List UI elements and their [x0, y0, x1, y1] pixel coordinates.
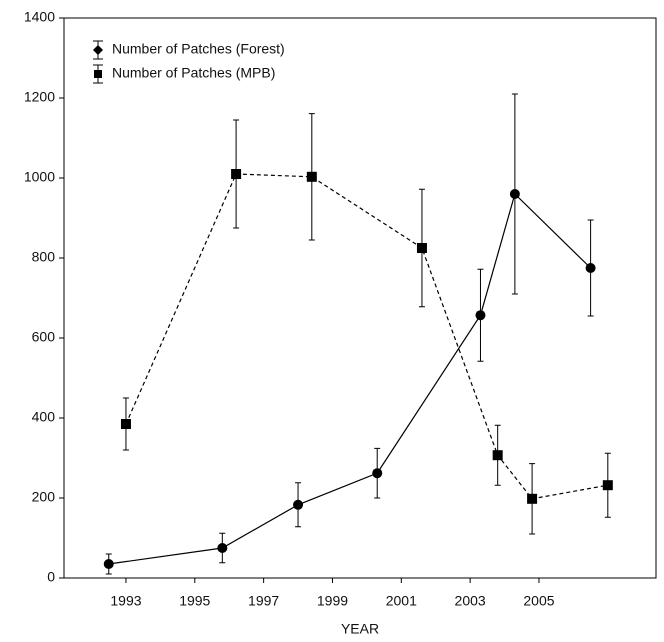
y-tick-label: 800: [32, 249, 56, 265]
marker: [475, 310, 486, 321]
plot-frame: [63, 17, 657, 579]
marker: [231, 169, 242, 179]
series-line: [108, 192, 592, 565]
marker: [217, 543, 228, 553]
marker: [527, 493, 538, 504]
x-axis-label: YEAR: [341, 621, 379, 637]
legend-marker: [94, 70, 102, 78]
legend-label: Number of Patches (Forest): [112, 41, 285, 57]
marker: [602, 480, 613, 491]
marker: [585, 263, 596, 273]
x-tick-label: 1999: [317, 593, 348, 609]
x-tick-label: 2005: [523, 593, 554, 609]
y-tick-label: 400: [32, 409, 56, 425]
marker: [492, 450, 503, 461]
legend-label: Number of Patches (MPB): [112, 65, 275, 81]
y-tick-label: 1200: [24, 89, 55, 105]
x-tick-label: 2003: [455, 593, 486, 609]
marker: [306, 171, 317, 182]
x-tick-label: 1997: [248, 593, 279, 609]
y-tick-label: 0: [47, 569, 55, 585]
marker: [103, 559, 114, 569]
marker: [120, 419, 131, 429]
x-tick-label: 1995: [179, 593, 210, 609]
marker: [509, 189, 520, 199]
marker: [293, 499, 304, 510]
series-line: [125, 173, 608, 500]
legend-marker: [93, 45, 103, 55]
x-tick-label: 1993: [110, 593, 141, 609]
x-tick-label: 2001: [386, 593, 417, 609]
y-tick-label: 600: [32, 329, 56, 345]
y-tick-label: 200: [32, 489, 56, 505]
marker: [372, 468, 383, 479]
marker: [416, 243, 427, 253]
y-tick-label: 1400: [24, 9, 55, 25]
y-tick-label: 1000: [24, 169, 55, 185]
